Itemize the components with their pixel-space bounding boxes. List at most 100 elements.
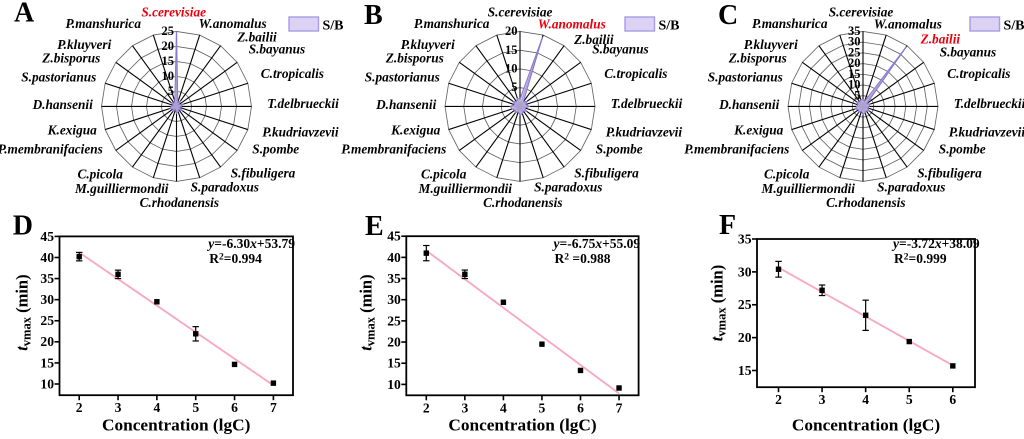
svg-text:W.anomalus: W.anomalus [538,17,606,32]
svg-text:T.delbrueckii: T.delbrueckii [954,96,1024,111]
svg-text:A: A [14,0,35,29]
svg-text:S/B: S/B [659,19,680,34]
svg-text:W.anomalus: W.anomalus [199,16,267,31]
svg-text:K.exigua: K.exigua [47,123,97,138]
svg-text:7: 7 [270,400,277,415]
svg-text:R2 =0.988: R2 =0.988 [555,251,611,266]
svg-text:25: 25 [40,313,54,328]
svg-text:5: 5 [168,84,174,98]
svg-text:F: F [719,210,736,241]
svg-text:S.pastorianus: S.pastorianus [708,70,783,85]
svg-text:15: 15 [387,356,401,371]
svg-text:30: 30 [387,292,401,307]
svg-text:40: 40 [40,250,54,265]
svg-text:C: C [718,0,738,31]
svg-text:C.picola: C.picola [421,167,467,182]
svg-text:25: 25 [848,45,861,59]
svg-text:S.cerevisiae: S.cerevisiae [829,4,894,19]
svg-text:45: 45 [387,229,401,244]
svg-text:P.kluyveri: P.kluyveri [57,37,111,52]
svg-text:P.kudriavzevii: P.kudriavzevii [262,125,339,140]
svg-text:S.bayanus: S.bayanus [940,45,997,60]
svg-text:S.pombe: S.pombe [939,142,986,157]
svg-text:S.pastorianus: S.pastorianus [21,70,96,85]
svg-text:P.membranifaciens: P.membranifaciens [684,142,789,157]
svg-text:3: 3 [819,392,826,407]
svg-text:K.exigua: K.exigua [733,123,783,138]
svg-text:S.cerevisiae: S.cerevisiae [141,4,206,19]
svg-text:S.bayanus: S.bayanus [249,42,306,57]
svg-text:7: 7 [616,400,623,415]
svg-text:S.pombe: S.pombe [252,142,299,157]
svg-text:B: B [364,0,383,31]
svg-text:R2=0.999: R2=0.999 [894,251,947,266]
svg-text:P.membranifaciens: P.membranifaciens [0,142,103,157]
svg-text:5: 5 [511,80,517,94]
svg-text:25: 25 [387,313,401,328]
svg-text:40: 40 [387,250,401,265]
svg-text:C.picola: C.picola [764,167,810,182]
svg-text:S.fibuligera: S.fibuligera [574,166,639,181]
svg-text:Z.bisporus: Z.bisporus [385,51,444,66]
svg-text:Concentration (lgC): Concentration (lgC) [792,415,940,434]
svg-text:20: 20 [162,39,175,53]
svg-text:tvmax (min): tvmax (min) [13,274,34,350]
svg-text:45: 45 [40,229,54,244]
svg-text:Z.bisporus: Z.bisporus [728,51,787,66]
svg-text:P.kudriavzevii: P.kudriavzevii [606,125,683,140]
svg-text:S.cerevisiae: S.cerevisiae [488,4,553,19]
svg-text:C.tropicalis: C.tropicalis [947,66,1010,81]
svg-text:C.rhodanensis: C.rhodanensis [483,195,562,210]
svg-text:4: 4 [500,400,507,415]
svg-text:P.membranifaciens: P.membranifaciens [341,142,446,157]
svg-text:Z.bailii: Z.bailii [920,32,961,47]
svg-text:15: 15 [738,363,752,378]
svg-text:W.anomalus: W.anomalus [874,17,942,32]
svg-text:20: 20 [505,24,518,38]
svg-text:15: 15 [505,43,518,57]
svg-text:P.kudriavzevii: P.kudriavzevii [949,125,1024,140]
svg-text:T.delbrueckii: T.delbrueckii [267,96,339,111]
svg-text:30: 30 [738,264,752,279]
svg-text:3: 3 [461,400,468,415]
svg-text:S.paradoxus: S.paradoxus [534,180,602,195]
svg-text:10: 10 [848,78,861,92]
svg-text:S.pombe: S.pombe [596,142,643,157]
svg-text:15: 15 [162,54,175,68]
svg-text:2: 2 [423,400,430,415]
svg-text:10: 10 [505,62,518,76]
svg-text:10: 10 [387,377,401,392]
svg-text:2: 2 [76,400,83,415]
svg-text:25: 25 [738,297,752,312]
svg-text:25: 25 [162,24,175,38]
svg-text:P.manshurica: P.manshurica [414,16,490,31]
svg-text:T.delbrueckii: T.delbrueckii [611,96,683,111]
svg-text:6: 6 [949,392,956,407]
svg-text:S.paradoxus: S.paradoxus [191,180,259,195]
svg-text:30: 30 [40,292,54,307]
svg-text:35: 35 [848,24,861,38]
svg-text:E: E [365,211,384,242]
svg-text:Z.bailii: Z.bailii [236,30,277,45]
svg-text:D: D [13,211,33,242]
svg-text:6: 6 [577,400,584,415]
svg-text:S/B: S/B [323,19,344,34]
svg-text:S.fibuligera: S.fibuligera [231,166,296,181]
svg-text:M.guilliermondii: M.guilliermondii [418,181,513,196]
svg-text:20: 20 [387,334,401,349]
svg-text:4: 4 [862,392,869,407]
svg-text:S/B: S/B [1004,19,1024,34]
svg-text:C.tropicalis: C.tropicalis [604,66,667,81]
svg-text:Concentration (lgC): Concentration (lgC) [448,415,596,434]
svg-text:C.rhodanensis: C.rhodanensis [140,195,219,210]
svg-text:C.picola: C.picola [77,167,123,182]
svg-text:5: 5 [906,392,913,407]
svg-text:Z.bailii: Z.bailii [573,32,614,47]
svg-text:35: 35 [387,271,401,286]
svg-text:S.pastorianus: S.pastorianus [365,70,440,85]
svg-text:P.kluyveri: P.kluyveri [401,37,455,52]
svg-text:20: 20 [40,334,54,349]
svg-text:10: 10 [40,376,54,391]
svg-text:S.fibuligera: S.fibuligera [917,166,982,181]
svg-text:Z.bisporus: Z.bisporus [41,51,100,66]
